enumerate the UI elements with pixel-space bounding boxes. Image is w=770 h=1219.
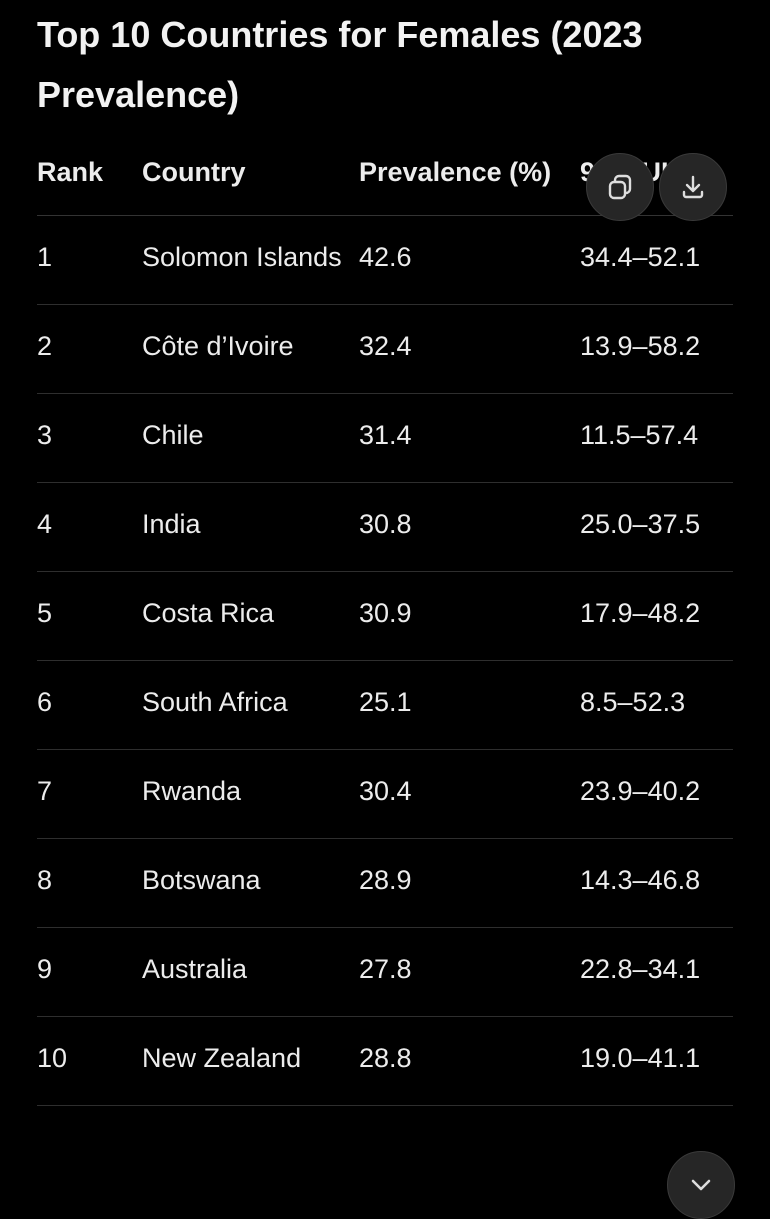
table-cell: 30.8	[359, 482, 580, 572]
table-cell: Australia	[142, 927, 359, 1017]
table-row: 5 Costa Rica 30.9 17.9–48.2	[37, 571, 733, 661]
table-row: 9 Australia 27.8 22.8–34.1	[37, 927, 733, 1017]
table-cell: 34.4–52.1	[580, 215, 733, 305]
chevron-icon	[691, 1179, 711, 1191]
table-cell: 1	[37, 215, 142, 305]
table-cell: 5	[37, 571, 142, 661]
table-cell: 10	[37, 1016, 142, 1106]
table-cell: 19.0–41.1	[580, 1016, 733, 1106]
table-cell: Rwanda	[142, 749, 359, 839]
column-header: Rank	[37, 146, 142, 216]
table-cell: 22.8–34.1	[580, 927, 733, 1017]
table-row: 4 India 30.8 25.0–37.5	[37, 482, 733, 572]
table-cell: 11.5–57.4	[580, 393, 733, 483]
table-cell: 25.0–37.5	[580, 482, 733, 572]
table-cell: 25.1	[359, 660, 580, 750]
table-row: 7 Rwanda 30.4 23.9–40.2	[37, 749, 733, 839]
table-cell: 30.4	[359, 749, 580, 839]
title: Top 10 Countries for Females (2023 Preva…	[37, 14, 643, 115]
table-row: 10 New Zealand 28.8 19.0–41.1	[37, 1016, 733, 1106]
table-cell: 2	[37, 304, 142, 394]
table-cell: 42.6	[359, 215, 580, 305]
column-header: Country	[142, 146, 359, 216]
table-cell: Chile	[142, 393, 359, 483]
table-body: 1 Solomon Islands 42.6 34.4–52.1 2 Côte d’Ivo…	[37, 215, 733, 1106]
table-cell: South Africa	[142, 660, 359, 750]
table-cell: 14.3–46.8	[580, 838, 733, 928]
table-cell: 30.9	[359, 571, 580, 661]
column-header: Prevalence (%)	[359, 146, 580, 216]
table-cell: 8.5–52.3	[580, 660, 733, 750]
download-button[interactable]	[659, 153, 727, 221]
table-row: 3 Chile 31.4 11.5–57.4	[37, 393, 733, 483]
table-cell: 9	[37, 927, 142, 1017]
table-cell: Botswana	[142, 838, 359, 928]
table-row: 2 Côte d’Ivoire 32.4 13.9–58.2	[37, 304, 733, 394]
table-cell: 27.8	[359, 927, 580, 1017]
table-row: 8 Botswana 28.9 14.3–46.8	[37, 838, 733, 928]
table-cell: Solomon Islands	[142, 215, 359, 305]
copy-button[interactable]	[586, 153, 654, 221]
table-cell: 28.8	[359, 1016, 580, 1106]
table-row: 1 Solomon Islands 42.6 34.4–52.1	[37, 215, 733, 305]
table-cell: India	[142, 482, 359, 572]
table-cell: 32.4	[359, 304, 580, 394]
table-cell: 3	[37, 393, 142, 483]
table-cell: Costa Rica	[142, 571, 359, 661]
scroll-down-button[interactable]	[667, 1151, 735, 1219]
table-cell: 8	[37, 838, 142, 928]
table-row: 6 South Africa 25.1 8.5–52.3	[37, 660, 733, 750]
table-cell: 4	[37, 482, 142, 572]
table-cell: 13.9–58.2	[580, 304, 733, 394]
table-cell: 6	[37, 660, 142, 750]
table-cell: 17.9–48.2	[580, 571, 733, 661]
copy-icon	[608, 174, 632, 200]
table-cell: 23.9–40.2	[580, 749, 733, 839]
table-cell: New Zealand	[142, 1016, 359, 1106]
table-cell: 28.9	[359, 838, 580, 928]
table-cell: Côte d’Ivoire	[142, 304, 359, 394]
table-cell: 7	[37, 749, 142, 839]
download-icon	[682, 175, 704, 199]
table-cell: 31.4	[359, 393, 580, 483]
